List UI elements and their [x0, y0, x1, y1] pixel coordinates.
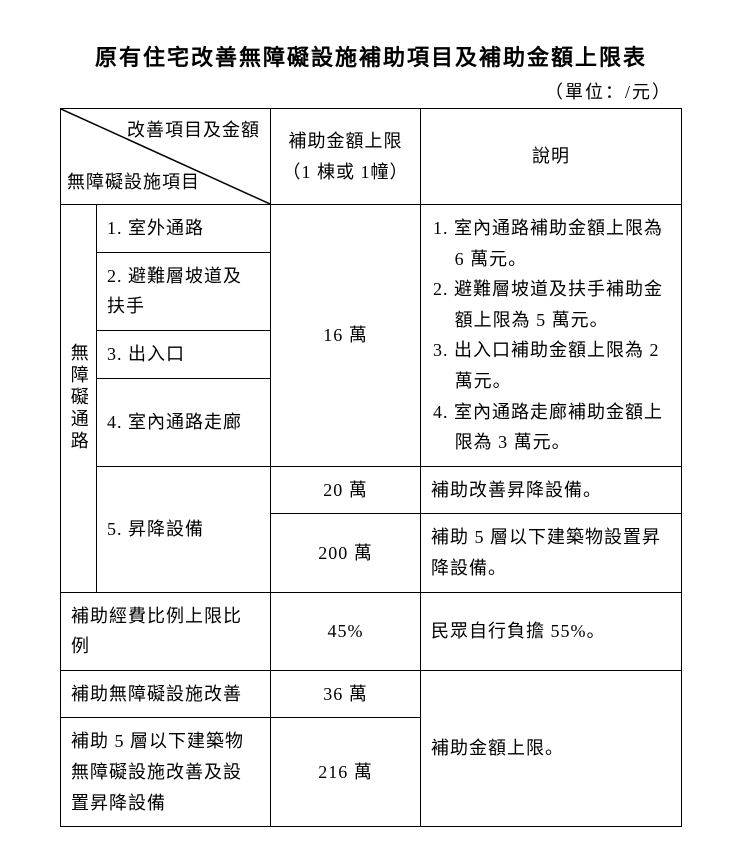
table-row: 補助經費比例上限比例 45% 民眾自行負擔 55%。 [61, 592, 682, 670]
diagonal-header: 改善項目及金額 無障礙設施項目 [61, 109, 271, 205]
limit-cell: 200 萬 [271, 514, 421, 592]
desc-line: 2. 避難層坡道及扶手補助金額上限為 5 萬元。 [433, 274, 671, 335]
table-row: 無障礙通路 1. 室外通路 16 萬 1. 室內通路補助金額上限為 6 萬元。 … [61, 205, 682, 253]
header-top: 改善項目及金額 [127, 115, 260, 146]
final-desc: 補助金額上限。 [421, 670, 682, 826]
desc-line: 3. 出入口補助金額上限為 2 萬元。 [433, 335, 671, 396]
item-cell: 1. 室外通路 [97, 205, 271, 253]
total-b-value: 216 萬 [271, 718, 421, 827]
header-limit: 補助金額上限（1 棟或 1幢） [271, 109, 421, 205]
total-b-label: 補助 5 層以下建築物無障礙設施改善及設置昇降設備 [61, 718, 271, 827]
page-title: 原有住宅改善無障礙設施補助項目及補助金額上限表 [60, 40, 682, 72]
limit-cell: 20 萬 [271, 466, 421, 514]
unit-label: （單位：/元） [60, 78, 682, 104]
desc-cell: 1. 室內通路補助金額上限為 6 萬元。 2. 避難層坡道及扶手補助金額上限為 … [421, 205, 682, 467]
item-cell: 5. 昇降設備 [97, 466, 271, 592]
subsidy-table: 改善項目及金額 無障礙設施項目 補助金額上限（1 棟或 1幢） 說明 無障礙通路… [60, 108, 682, 827]
desc-line: 4. 室內通路走廊補助金額上限為 3 萬元。 [433, 397, 671, 458]
total-a-label: 補助無障礙設施改善 [61, 670, 271, 718]
table-header-row: 改善項目及金額 無障礙設施項目 補助金額上限（1 棟或 1幢） 說明 [61, 109, 682, 205]
ratio-label: 補助經費比例上限比例 [61, 592, 271, 670]
limit-cell: 16 萬 [271, 205, 421, 467]
total-a-value: 36 萬 [271, 670, 421, 718]
ratio-desc: 民眾自行負擔 55%。 [421, 592, 682, 670]
desc-cell: 補助 5 層以下建築物設置昇降設備。 [421, 514, 682, 592]
ratio-value: 45% [271, 592, 421, 670]
header-desc: 說明 [421, 109, 682, 205]
table-row: 5. 昇降設備 20 萬 補助改善昇降設備。 [61, 466, 682, 514]
header-bottom: 無障礙設施項目 [67, 167, 200, 198]
item-cell: 4. 室內通路走廊 [97, 378, 271, 466]
desc-cell: 補助改善昇降設備。 [421, 466, 682, 514]
desc-line: 1. 室內通路補助金額上限為 6 萬元。 [433, 213, 671, 274]
group-label: 無障礙通路 [61, 205, 97, 593]
item-cell: 3. 出入口 [97, 331, 271, 379]
item-cell: 2. 避難層坡道及扶手 [97, 252, 271, 330]
table-row: 補助無障礙設施改善 36 萬 補助金額上限。 [61, 670, 682, 718]
